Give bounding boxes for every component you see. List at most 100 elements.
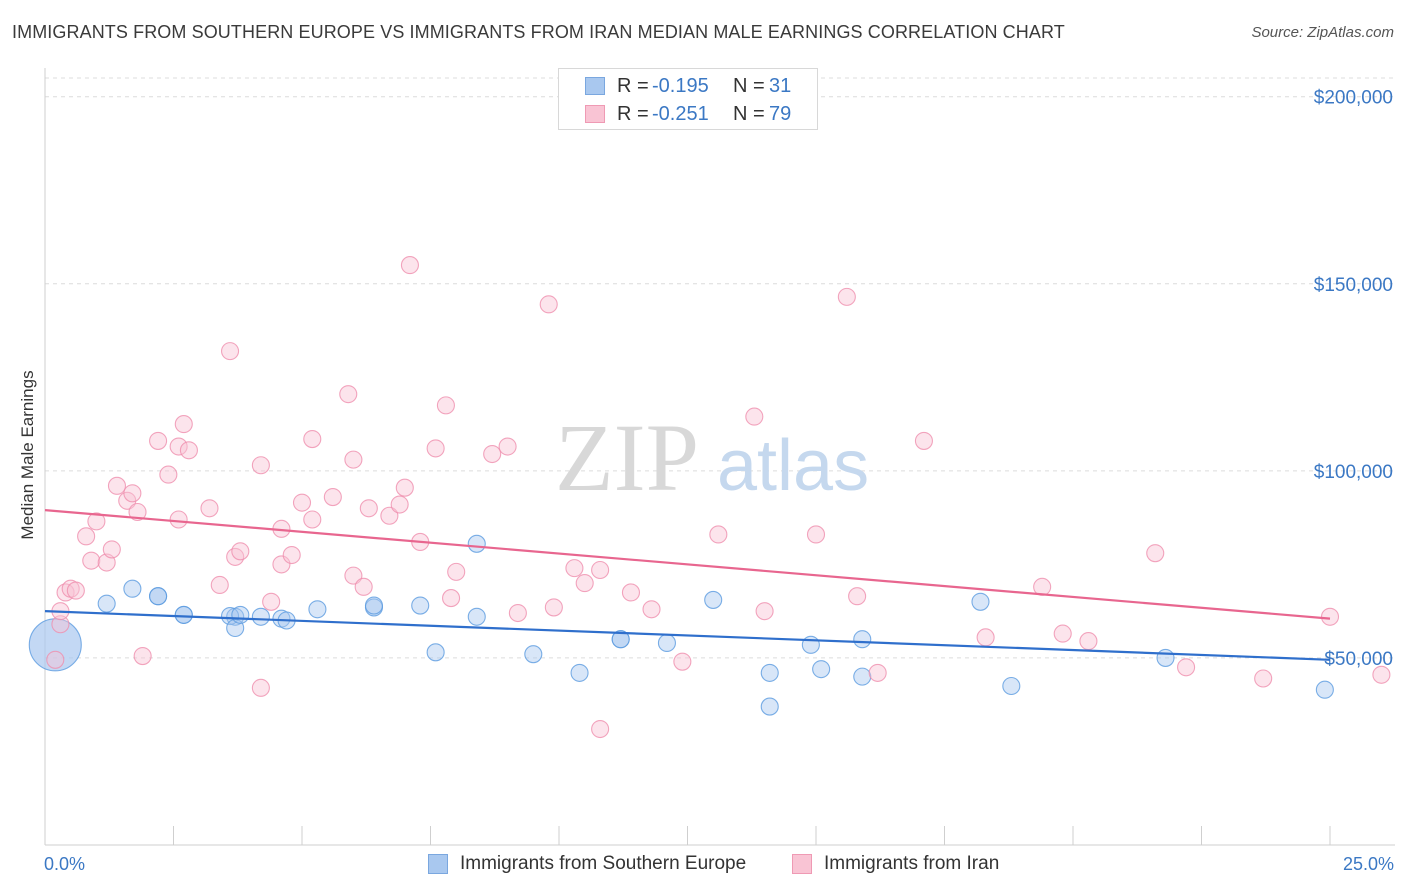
x-tick-label-min: 0.0% (44, 854, 85, 874)
point-iran (354, 577, 373, 596)
point-iran (498, 437, 517, 456)
chart-title: IMMIGRANTS FROM SOUTHERN EUROPE VS IMMIG… (12, 22, 1065, 42)
point-iran (1146, 544, 1165, 563)
source-label: Source: ZipAtlas.com (1251, 24, 1394, 41)
point-iran (575, 574, 594, 593)
point-southern-europe (231, 605, 250, 624)
point-southern-europe (251, 607, 270, 626)
n-label: N = (733, 103, 765, 125)
y-tick-label: $200,000 (1314, 88, 1393, 109)
point-southern-europe (657, 633, 676, 653)
point-iran (174, 415, 193, 434)
point-iran (1177, 658, 1196, 677)
point-iran (1079, 632, 1098, 651)
point-iran (323, 487, 342, 507)
stats-row-iran: R = -0.251 N = 79 (559, 101, 817, 129)
watermark-zip: ZIP (555, 404, 699, 511)
point-iran (303, 510, 322, 529)
point-iran (621, 583, 641, 602)
point-iran (976, 628, 995, 647)
point-iran (544, 598, 563, 617)
point-southern-europe (812, 660, 831, 679)
point-southern-europe (28, 618, 82, 672)
point-iran (539, 295, 558, 314)
point-iran (149, 431, 168, 450)
point-iran (806, 525, 826, 544)
legend-label-southern-europe: Immigrants from Southern Europe (460, 853, 747, 874)
point-iran (508, 603, 527, 623)
point-southern-europe (1156, 648, 1175, 667)
point-iran (169, 437, 188, 456)
point-iran (395, 478, 414, 497)
x-tick-label-max: 25.0% (1343, 854, 1394, 874)
point-iran (591, 560, 610, 580)
point-southern-europe (760, 697, 779, 716)
point-southern-europe (123, 579, 142, 598)
point-iran (82, 551, 101, 570)
point-iran (179, 441, 198, 460)
point-iran (292, 493, 312, 512)
point-iran (642, 600, 661, 619)
trend-lines (44, 509, 1331, 661)
point-southern-europe (97, 594, 116, 613)
point-iran (46, 650, 65, 669)
point-iran (591, 719, 610, 739)
point-southern-europe (1002, 676, 1021, 696)
x-ticks (173, 826, 1331, 845)
point-iran (344, 450, 363, 469)
point-iran (837, 287, 856, 306)
point-iran (673, 652, 692, 671)
watermark-atlas: atlas (717, 426, 869, 506)
point-iran (51, 615, 70, 634)
point-iran (1254, 669, 1273, 688)
point-iran (442, 589, 461, 608)
point-iran (251, 678, 270, 697)
point-iran (914, 431, 933, 450)
point-iran (282, 545, 301, 565)
point-iran (210, 575, 229, 595)
point-southern-europe (308, 600, 327, 619)
point-southern-europe (426, 643, 445, 662)
point-iran (220, 342, 240, 361)
point-iran (226, 547, 245, 566)
point-iran (339, 385, 358, 404)
n-value: 79 (769, 103, 792, 125)
point-southern-europe (467, 607, 486, 626)
r-label: R = (617, 103, 649, 125)
grid-lines (45, 77, 1395, 659)
point-iran (1053, 624, 1072, 643)
y-tick-label: $100,000 (1314, 462, 1393, 483)
point-southern-europe (971, 592, 990, 611)
point-iran (359, 499, 378, 518)
trend-line-iran (44, 509, 1331, 620)
y-tick-label: $50,000 (1324, 649, 1393, 670)
series-legend: Immigrants from Southern Europe Immigran… (0, 852, 1406, 880)
point-southern-europe (411, 596, 430, 615)
point-southern-europe (853, 630, 872, 649)
point-iran (303, 430, 322, 449)
point-iran (123, 484, 142, 503)
point-iran (380, 506, 399, 525)
point-iran (251, 456, 270, 475)
legend-swatch-iran (792, 854, 812, 874)
n-label: N = (733, 75, 765, 97)
legend-label-iran: Immigrants from Iran (824, 853, 1000, 874)
n-value: 31 (769, 75, 792, 97)
point-iran (1320, 607, 1340, 626)
point-southern-europe (570, 663, 589, 682)
scatter-points (28, 256, 1391, 739)
legend-swatch-iran (585, 105, 605, 123)
point-iran (262, 592, 281, 611)
r-label: R = (617, 75, 649, 97)
point-southern-europe (524, 645, 543, 664)
point-iran (745, 407, 764, 426)
y-axis-label: Median Male Earnings (18, 370, 37, 539)
point-iran (400, 256, 419, 275)
point-iran (231, 542, 250, 561)
point-iran (272, 555, 291, 574)
point-iran (565, 559, 584, 578)
trend-line-southern-europe (44, 610, 1331, 661)
point-iran (133, 647, 152, 666)
point-southern-europe (1315, 680, 1334, 699)
